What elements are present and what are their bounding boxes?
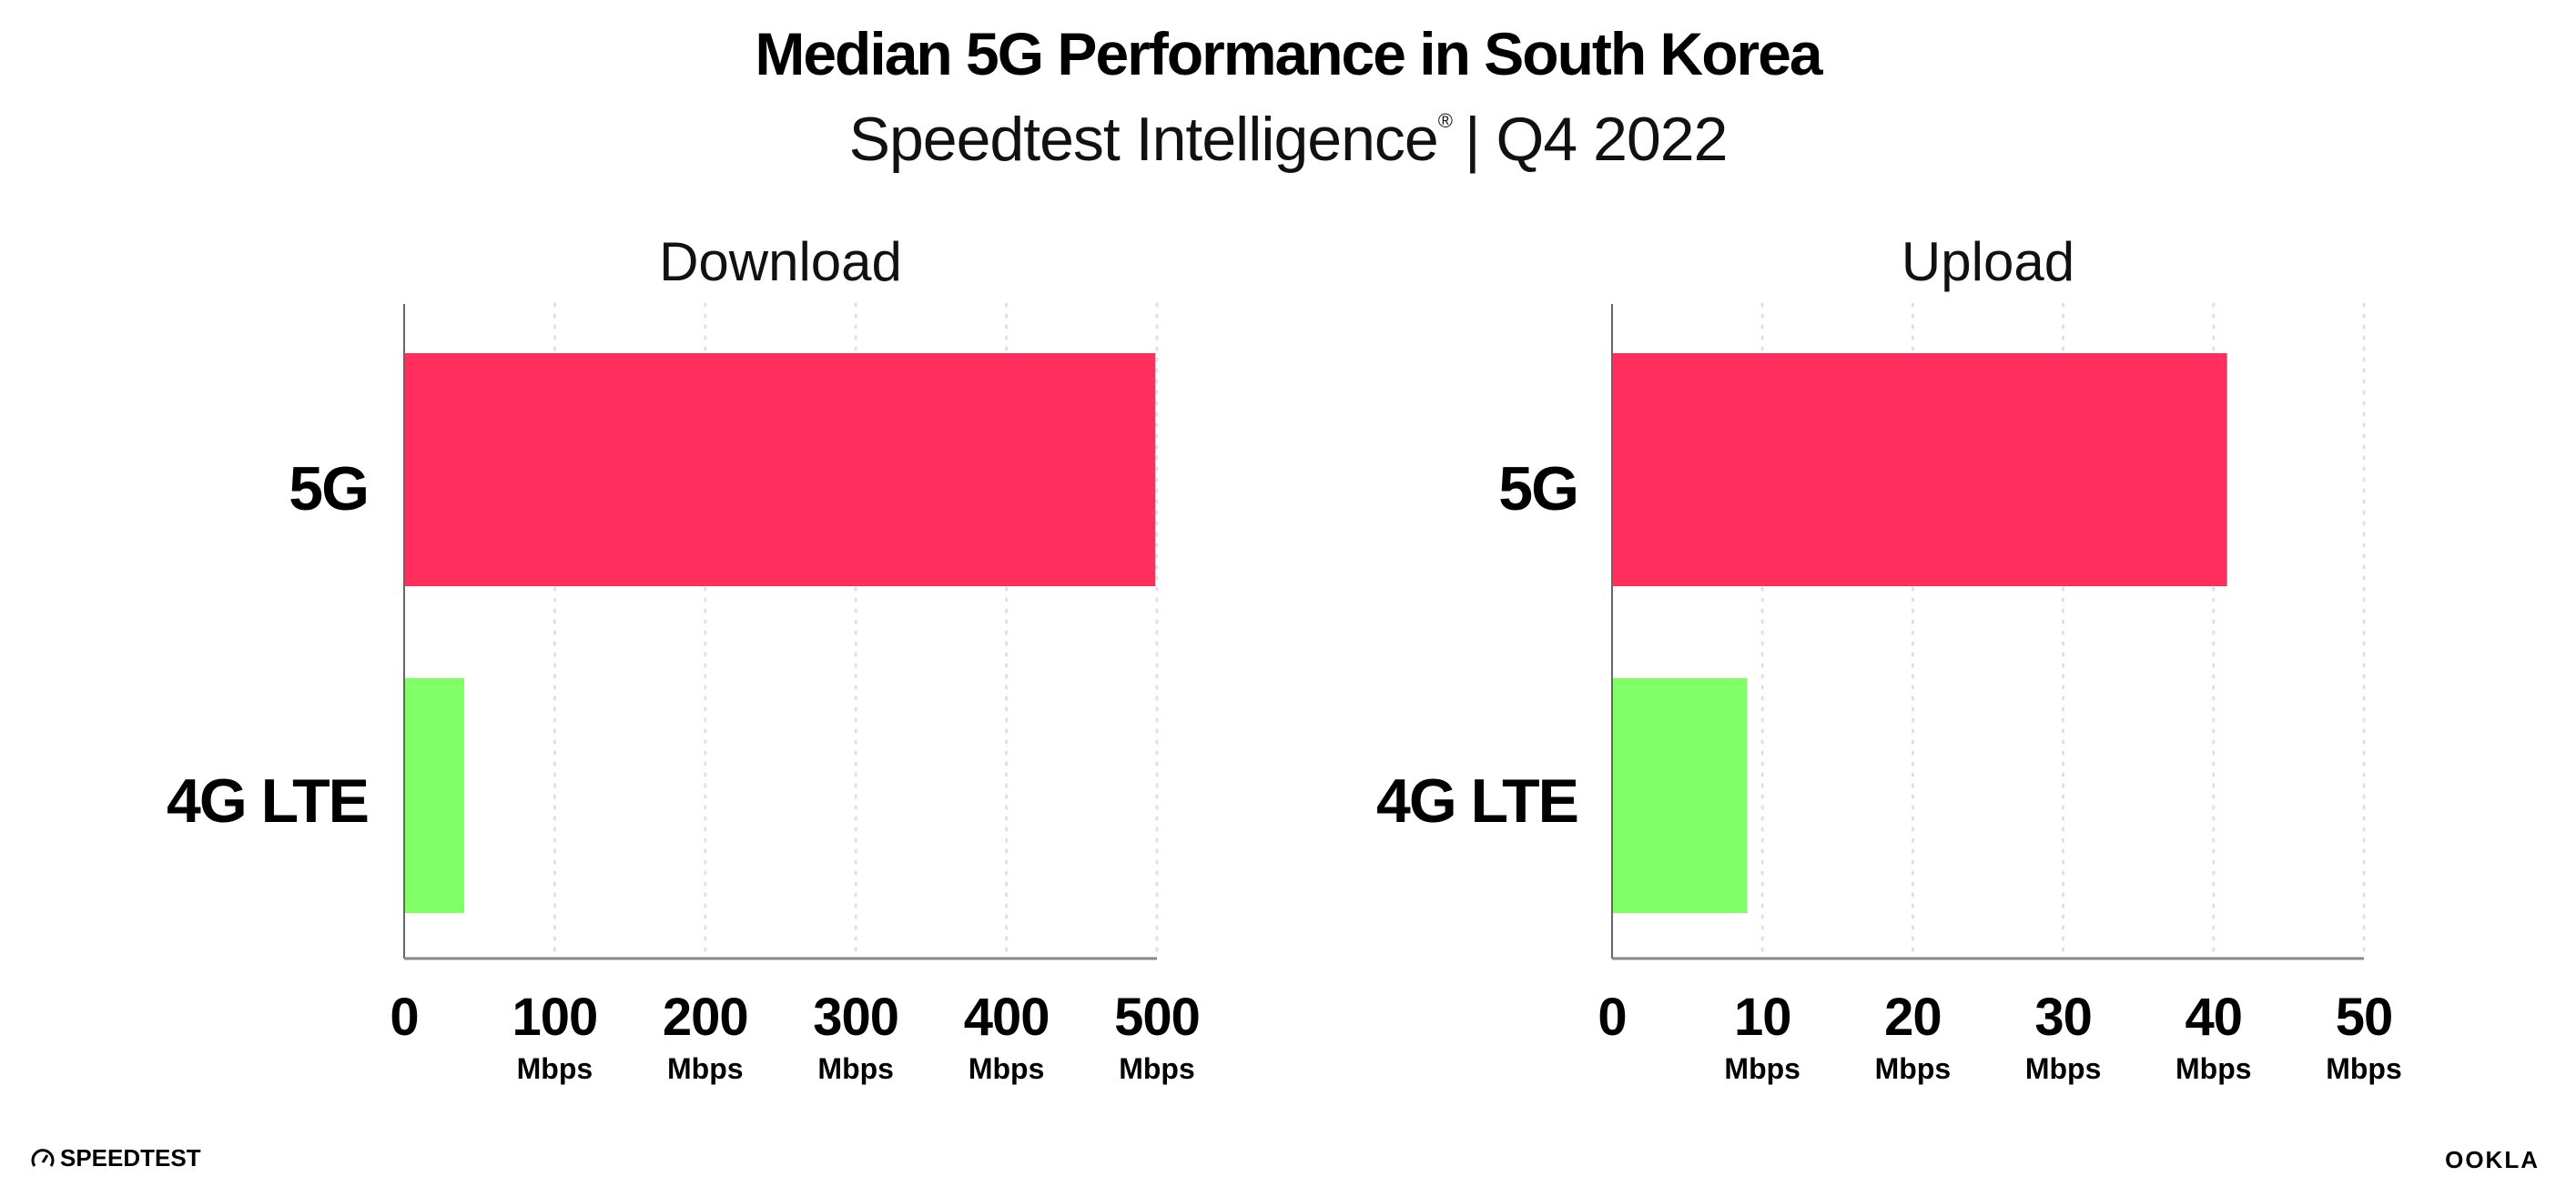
speedtest-logo-text: SPEEDTEST — [60, 1144, 201, 1172]
ookla-logo: OOKLA — [2445, 1146, 2540, 1173]
tick-label: 50 — [2336, 988, 2393, 1047]
tick-label: 30 — [2034, 988, 2092, 1047]
tick-label: 300 — [813, 988, 898, 1047]
chart-subtitle: Speedtest Intelligence® | Q4 2022 — [849, 105, 1728, 174]
panel-title: Download — [659, 231, 902, 292]
tick-label: 500 — [1114, 988, 1200, 1047]
tick-unit: Mbps — [2326, 1052, 2402, 1085]
bar-5g — [404, 353, 1156, 586]
speedometer-icon — [31, 1149, 55, 1167]
bar-4g-lte — [1612, 678, 1748, 913]
tick-unit: Mbps — [817, 1052, 894, 1085]
panel-title: Upload — [1902, 231, 2074, 292]
tick-label: 20 — [1884, 988, 1942, 1047]
category-label: 5G — [1498, 454, 1577, 523]
bar-4g-lte — [404, 678, 465, 913]
tick-unit: Mbps — [1119, 1052, 1195, 1085]
registered-mark: ® — [1438, 109, 1453, 132]
tick-label: 100 — [512, 988, 598, 1047]
category-label: 4G LTE — [1376, 766, 1577, 836]
tick-unit: Mbps — [667, 1052, 744, 1085]
speedtest-logo: SPEEDTEST — [31, 1144, 201, 1172]
tick-unit: Mbps — [2025, 1052, 2102, 1085]
subtitle-period: | Q4 2022 — [1465, 105, 1727, 174]
tick-unit: Mbps — [1724, 1052, 1800, 1085]
tick-unit: Mbps — [1875, 1052, 1952, 1085]
panel-download: Download 5G 4G LTE 0 100 Mbps 200 Mbps 300 Mbps 40… — [167, 231, 1201, 1085]
tick-label: 10 — [1734, 988, 1791, 1047]
tick-label: 0 — [1597, 988, 1626, 1047]
tick-unit: Mbps — [969, 1052, 1045, 1085]
category-label: 4G LTE — [167, 766, 368, 836]
chart-title: Median 5G Performance in South Korea — [755, 20, 1824, 87]
tick-label: 40 — [2186, 988, 2243, 1047]
subtitle-source: Speedtest Intelligence — [849, 105, 1438, 174]
tick-label: 0 — [390, 988, 418, 1047]
tick-label: 400 — [964, 988, 1050, 1047]
category-label: 5G — [289, 454, 368, 523]
bar-5g — [1612, 353, 2227, 586]
tick-unit: Mbps — [517, 1052, 593, 1085]
tick-label: 200 — [663, 988, 748, 1047]
panel-upload: Upload 5G 4G LTE 0 10 Mbps 20 Mbps 30 Mbps 40 Mbps 5… — [1376, 231, 2402, 1085]
tick-unit: Mbps — [2175, 1052, 2252, 1085]
